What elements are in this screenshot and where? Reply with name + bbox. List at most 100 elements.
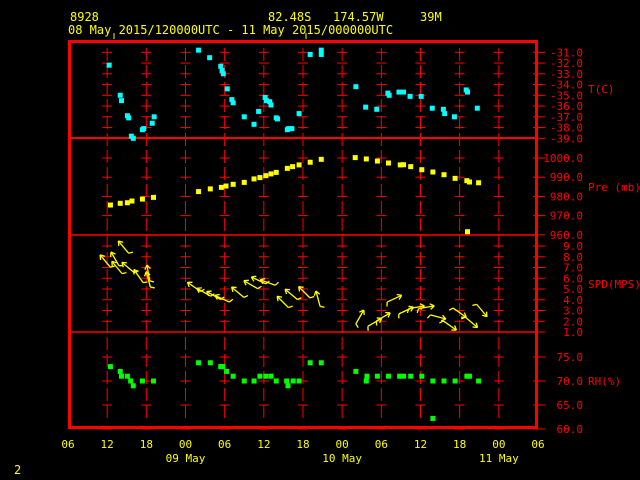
wind-arrow (298, 285, 315, 299)
wind-arrow-shaft (298, 286, 311, 299)
y-tick-label: 5.0 (563, 283, 583, 296)
wind-arrow-head (214, 293, 220, 296)
wind-arrow-head (99, 254, 106, 257)
y-tick-label: -37.0 (550, 111, 583, 124)
wind-arrow-shaft (418, 305, 435, 310)
rh-point (307, 360, 313, 366)
elevation: 39M (420, 10, 442, 24)
wind-arrow-barb (319, 305, 325, 308)
x-tick-label: 00 (336, 438, 349, 451)
y-tick-label: -39.0 (550, 132, 583, 145)
rh-point (353, 368, 359, 374)
temperature-point (149, 120, 155, 126)
wind-arrow-head (482, 314, 488, 318)
temperature-point (374, 106, 380, 112)
panel-label-relative_humidity: RH(%) (588, 375, 621, 388)
y-tick-label: 960.0 (550, 229, 583, 242)
temperature-point (268, 102, 274, 108)
wind-arrow (259, 277, 279, 286)
temperature-point (241, 114, 247, 120)
rh-point (476, 378, 482, 384)
wind-arrow-shaft (251, 276, 267, 285)
wind-arrow (144, 264, 155, 283)
pressure-point (374, 158, 380, 164)
rh-point (130, 383, 136, 389)
wind-arrow-shaft (430, 314, 447, 320)
wind-arrow-head (121, 262, 124, 268)
wind-arrow-shaft (206, 290, 221, 301)
wind-arrow (206, 290, 225, 301)
station-id: 8928 (70, 10, 99, 24)
date-label: 11 May (479, 452, 519, 465)
wind-arrow-head (243, 280, 247, 286)
wind-arrow-head (214, 294, 218, 300)
y-tick-label: 9.0 (563, 240, 583, 253)
y-tick-label: 980.0 (550, 190, 583, 203)
temperature-point (251, 121, 257, 127)
rh-point (441, 378, 447, 384)
wind-arrow-shaft (355, 309, 365, 325)
wind-arrow (448, 307, 467, 318)
rh-point (318, 360, 324, 366)
rh-point (285, 383, 291, 389)
rh-point (273, 378, 279, 384)
wind-arrow-barb (288, 305, 293, 309)
wind-arrow-head (260, 277, 266, 281)
wind-arrow-head (251, 275, 257, 278)
pressure-point (452, 175, 458, 181)
wind-arrow (243, 279, 262, 290)
temperature-point (465, 89, 470, 95)
rh-point (107, 364, 113, 370)
wind-arrow-head (396, 293, 402, 296)
rh-point (151, 378, 157, 384)
rh-point (263, 373, 269, 379)
pressure-point (196, 189, 202, 195)
rh-point (207, 360, 213, 366)
pressure-point (466, 179, 472, 185)
temperature-point (224, 86, 230, 92)
pressure-point (363, 156, 369, 162)
temperature-point (219, 68, 225, 74)
pressure-point (230, 181, 236, 187)
wind-arrow-head (313, 290, 317, 296)
wind-arrow-head (408, 305, 414, 308)
y-tick-label: -36.0 (550, 100, 583, 113)
temperature-point (117, 92, 123, 98)
wind-arrow (406, 303, 425, 314)
temperature-point (218, 63, 224, 69)
wind-arrow-shaft (315, 290, 321, 307)
rh-point (251, 378, 257, 384)
pressure-point (318, 156, 324, 162)
wind-arrow-shaft (386, 294, 402, 303)
wind-arrow-head (143, 271, 147, 277)
rh-point (230, 373, 236, 379)
pressure-point (441, 172, 447, 178)
y-tick-label: -34.0 (550, 79, 583, 92)
wind-arrow-head (133, 268, 139, 272)
y-tick-label: 1000.0 (543, 152, 583, 165)
rh-point (220, 364, 226, 370)
temperature-point (440, 106, 446, 112)
temperature-point (275, 116, 281, 122)
pressure-point (151, 194, 157, 200)
wind-arrow (214, 293, 234, 303)
rh-point (128, 378, 134, 384)
temperature-point (296, 111, 302, 117)
temperature-point (196, 47, 202, 53)
wind-arrow (367, 317, 383, 331)
y-tick-label: 3.0 (563, 305, 583, 318)
temperature-point (267, 99, 273, 105)
wind-arrow-head (398, 294, 403, 300)
x-tick-label: 06 (375, 438, 388, 451)
wind-arrow-shaft (110, 251, 120, 267)
rh-point (290, 378, 296, 384)
pressure-point (223, 183, 229, 189)
pressure-point (464, 178, 470, 184)
wind-arrow-barb (150, 286, 155, 289)
wind-arrow-shaft (121, 261, 135, 274)
latitude: 82.48S (268, 10, 312, 24)
wind-arrow-shaft (464, 316, 478, 328)
pressure-point (268, 171, 274, 177)
wind-arrow-barb (110, 265, 115, 268)
temperature-point (262, 94, 268, 100)
